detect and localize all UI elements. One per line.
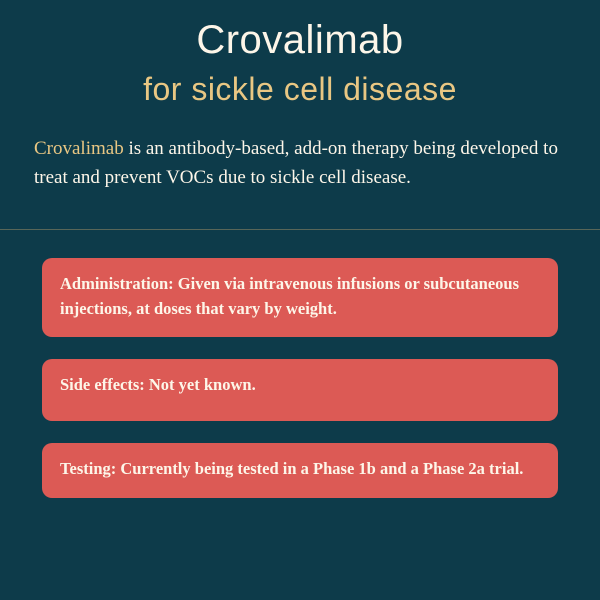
card-administration: Administration: Given via intravenous in…: [42, 258, 558, 338]
page-title: Crovalimab: [0, 18, 600, 63]
card-label: Administration:: [60, 274, 174, 293]
page-subtitle: for sickle cell disease: [0, 71, 600, 108]
intro-drug-name: Crovalimab: [34, 138, 124, 159]
card-label: Side effects:: [60, 375, 145, 394]
card-testing: Testing: Currently being tested in a Pha…: [42, 443, 558, 498]
info-cards: Administration: Given via intravenous in…: [0, 230, 600, 498]
card-body: Currently being tested in a Phase 1b and…: [116, 459, 523, 478]
card-side-effects: Side effects: Not yet known.: [42, 359, 558, 421]
card-body: Not yet known.: [145, 375, 256, 394]
infographic-container: Crovalimab for sickle cell disease Crova…: [0, 0, 600, 600]
card-label: Testing:: [60, 459, 116, 478]
intro-paragraph: Crovalimab is an antibody-based, add-on …: [34, 134, 566, 193]
section-divider: [0, 229, 600, 230]
